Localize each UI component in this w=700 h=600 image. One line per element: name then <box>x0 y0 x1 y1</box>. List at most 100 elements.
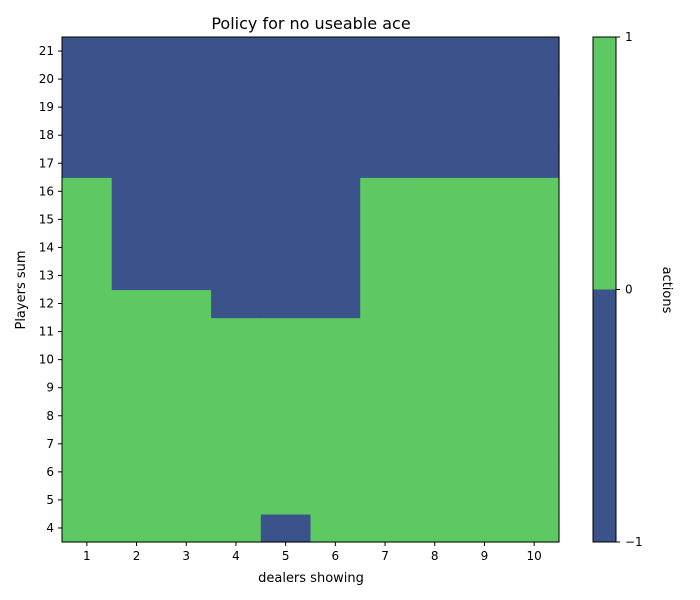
heatmap-cell <box>111 513 162 543</box>
heatmap-cell <box>111 373 162 403</box>
heatmap-cell <box>509 373 560 403</box>
heatmap-cell <box>409 401 461 431</box>
heatmap-cell <box>459 233 510 263</box>
heatmap-cell <box>111 401 162 431</box>
heatmap-cell <box>459 177 510 206</box>
heatmap-cell <box>211 65 262 94</box>
heatmap-cell <box>360 205 411 234</box>
y-tick-label: 15 <box>39 212 54 226</box>
heatmap-cell <box>310 401 361 431</box>
heatmap-cell <box>62 121 113 150</box>
heatmap-cell <box>310 205 361 234</box>
heatmap-cell <box>459 205 510 234</box>
heatmap-cell <box>509 233 560 263</box>
colorbar-segment <box>593 37 616 290</box>
heatmap-cell <box>211 317 262 347</box>
heatmap-cell <box>62 429 113 459</box>
heatmap-cell <box>409 37 461 66</box>
x-tick-label: 1 <box>83 549 91 563</box>
colorbar-label: actions <box>659 267 674 314</box>
colorbar-segment <box>593 289 616 542</box>
x-tick-label: 7 <box>381 549 389 563</box>
heatmap-cell <box>161 261 212 291</box>
colorbar-tick-label: 0 <box>625 283 633 297</box>
heatmap-cell <box>62 261 113 291</box>
heatmap-cell <box>161 149 212 178</box>
heatmap-cells <box>62 37 560 543</box>
heatmap-cell <box>211 177 262 206</box>
heatmap-cell <box>310 93 361 122</box>
heatmap-cell <box>409 289 461 319</box>
x-tick-label: 4 <box>232 549 240 563</box>
heatmap-cell <box>62 373 113 403</box>
heatmap-cell <box>459 429 510 459</box>
y-tick-label: 4 <box>46 521 54 535</box>
heatmap-cell <box>310 373 361 403</box>
heatmap-cell <box>260 149 312 178</box>
y-tick-label: 16 <box>39 184 54 198</box>
heatmap-cell <box>409 457 461 487</box>
heatmap-cell <box>360 513 411 543</box>
heatmap-cell <box>211 429 262 459</box>
heatmap-cell <box>111 177 162 206</box>
x-tick-label: 5 <box>282 549 290 563</box>
x-tick-label: 3 <box>182 549 190 563</box>
heatmap-cell <box>409 429 461 459</box>
heatmap-cell <box>211 457 262 487</box>
heatmap-cell <box>409 261 461 291</box>
x-axis-label: dealers showing <box>258 571 364 586</box>
heatmap-cell <box>161 65 212 94</box>
y-tick-label: 5 <box>46 493 54 507</box>
heatmap-cell <box>111 121 162 150</box>
heatmap-cell <box>260 429 312 459</box>
heatmap-cell <box>310 457 361 487</box>
y-tick-label: 11 <box>39 325 54 339</box>
heatmap-cell <box>310 233 361 263</box>
heatmap-cell <box>360 345 411 375</box>
heatmap-cell <box>509 485 560 515</box>
heatmap-cell <box>260 373 312 403</box>
heatmap-cell <box>260 233 312 263</box>
heatmap-cell <box>260 485 312 515</box>
colorbar-tick-label: 1 <box>625 30 633 44</box>
heatmap-cell <box>211 401 262 431</box>
heatmap-cell <box>310 485 361 515</box>
heatmap-cell <box>62 289 113 319</box>
heatmap-cell <box>211 373 262 403</box>
x-tick-label: 2 <box>133 549 141 563</box>
heatmap-cell <box>310 177 361 206</box>
heatmap-cell <box>360 485 411 515</box>
heatmap-cell <box>509 317 560 347</box>
heatmap-cell <box>211 233 262 263</box>
heatmap-cell <box>111 37 162 66</box>
heatmap-cell <box>459 289 510 319</box>
heatmap-cell <box>111 205 162 234</box>
chart-title: Policy for no useable ace <box>211 14 410 33</box>
heatmap-cell <box>509 261 560 291</box>
heatmap-cell <box>360 261 411 291</box>
heatmap-cell <box>360 149 411 178</box>
heatmap-cell <box>310 345 361 375</box>
heatmap-cell <box>260 121 312 150</box>
heatmap-cell <box>211 121 262 150</box>
heatmap-cell <box>111 149 162 178</box>
heatmap-cell <box>360 289 411 319</box>
heatmap-cell <box>310 149 361 178</box>
heatmap-cell <box>161 429 212 459</box>
heatmap-cell <box>211 261 262 291</box>
heatmap-cell <box>360 233 411 263</box>
heatmap-cell <box>409 65 461 94</box>
heatmap-cell <box>161 485 212 515</box>
y-tick-label: 13 <box>39 268 54 282</box>
heatmap-cell <box>260 261 312 291</box>
heatmap-cell <box>459 261 510 291</box>
heatmap-cell <box>509 513 560 543</box>
heatmap-cell <box>62 205 113 234</box>
heatmap-cell <box>260 65 312 94</box>
heatmap-cell <box>211 289 262 319</box>
plot-frame <box>61 36 560 543</box>
heatmap-cell <box>310 65 361 94</box>
heatmap-cell <box>260 317 312 347</box>
y-tick-label: 20 <box>39 72 54 86</box>
heatmap-cell <box>111 485 162 515</box>
